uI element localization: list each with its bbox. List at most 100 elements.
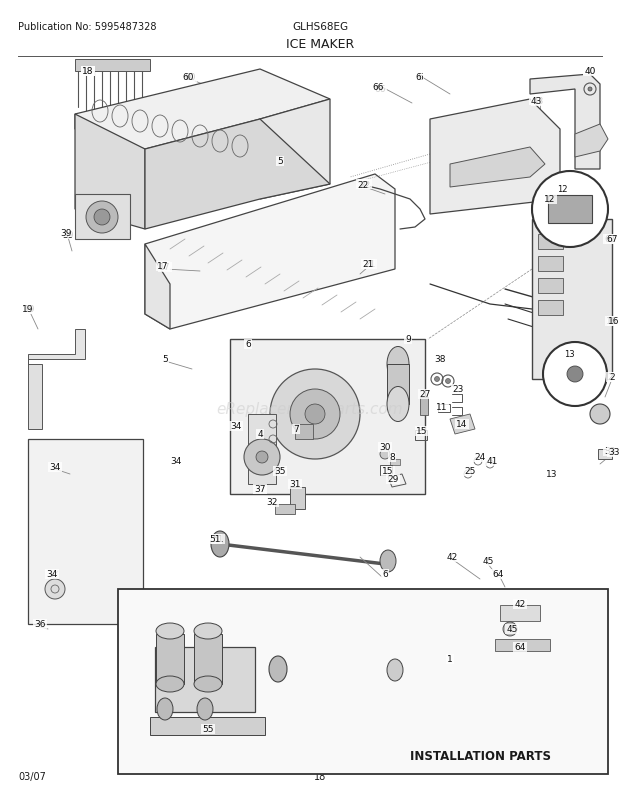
Text: 34: 34 [46,569,58,579]
Ellipse shape [156,676,184,692]
Text: 11: 11 [436,403,448,412]
Bar [150,717,265,735]
Circle shape [45,579,65,599]
Text: 45: 45 [507,625,518,634]
Text: 36: 36 [34,620,46,629]
Text: 33: 33 [608,448,620,457]
Text: 16: 16 [608,317,620,326]
Text: 18: 18 [82,67,94,76]
Bar [538,301,563,316]
Text: 22: 22 [360,180,371,189]
Text: INSTALLATION PARTS: INSTALLATION PARTS [409,749,551,762]
Circle shape [590,404,610,424]
Text: 41: 41 [486,457,498,466]
Bar [230,339,425,494]
Text: 21: 21 [362,260,374,269]
Polygon shape [260,100,330,200]
Bar [155,647,255,712]
Text: 27: 27 [419,390,431,399]
Bar [415,431,427,440]
Text: 18: 18 [314,771,326,781]
Circle shape [86,202,118,233]
Ellipse shape [156,623,184,639]
Bar [500,606,540,622]
Text: 60: 60 [184,74,196,83]
Bar [390,460,400,465]
Text: GLHS68EG: GLHS68EG [292,22,348,32]
Text: 6: 6 [417,74,423,83]
Text: 6: 6 [245,340,251,349]
Polygon shape [450,148,545,188]
Bar [275,504,295,514]
Text: 12: 12 [557,185,567,194]
Text: 45: 45 [482,557,494,565]
Bar [380,465,392,476]
Polygon shape [75,70,330,150]
Text: 03/07: 03/07 [18,771,46,781]
Circle shape [244,439,280,476]
Bar [532,220,612,379]
Text: 18: 18 [82,67,94,76]
Text: 43: 43 [530,96,542,105]
Text: 24: 24 [474,453,485,462]
Text: 34: 34 [170,457,182,466]
Text: 1: 1 [447,654,453,664]
Circle shape [588,88,592,92]
Text: 30: 30 [379,443,391,452]
Polygon shape [75,115,145,229]
Text: 5: 5 [162,355,168,364]
Bar [194,634,222,684]
Text: 12: 12 [544,195,556,205]
Text: 15: 15 [383,467,394,476]
Text: 35: 35 [274,467,286,476]
Text: 19: 19 [24,305,36,314]
Bar [598,449,612,460]
Text: 37: 37 [254,485,266,494]
Text: eReplacementParts.com: eReplacementParts.com [216,402,404,417]
Text: 4: 4 [257,430,263,439]
Text: 5: 5 [277,157,283,166]
Ellipse shape [269,656,287,683]
Text: 16: 16 [606,317,618,326]
Circle shape [256,452,268,464]
Circle shape [94,210,110,225]
Text: 64: 64 [515,642,526,652]
Bar [495,639,550,651]
Bar [538,235,563,249]
Text: ICE MAKER: ICE MAKER [286,38,354,51]
Text: 14: 14 [456,420,467,429]
Text: 55: 55 [202,724,214,734]
Text: 67: 67 [604,235,616,244]
Polygon shape [145,175,395,330]
Text: 13: 13 [546,470,558,479]
Polygon shape [430,100,560,215]
Text: 66: 66 [372,83,384,92]
Text: 34: 34 [230,422,242,431]
Text: 43: 43 [533,97,544,107]
Text: 40: 40 [584,67,596,75]
Text: 25: 25 [464,467,476,476]
Text: 22: 22 [357,180,369,189]
Text: 2: 2 [609,373,615,382]
Circle shape [270,370,360,460]
Text: 23: 23 [453,385,464,394]
Text: 17: 17 [157,262,169,271]
Ellipse shape [387,387,409,422]
Polygon shape [530,75,600,170]
Text: 19: 19 [22,305,33,314]
Polygon shape [28,359,42,429]
Bar [538,257,563,272]
Ellipse shape [380,550,396,573]
Bar [28,439,143,624]
Text: 9: 9 [405,335,411,344]
Circle shape [380,449,390,460]
Bar [548,196,592,224]
Text: 42: 42 [515,600,526,609]
Ellipse shape [211,532,229,557]
Text: 17: 17 [159,263,170,272]
Text: 7: 7 [293,425,299,434]
Bar [420,398,428,415]
Text: 34: 34 [50,463,61,472]
Text: 2: 2 [607,373,613,382]
Text: 6: 6 [415,72,421,81]
